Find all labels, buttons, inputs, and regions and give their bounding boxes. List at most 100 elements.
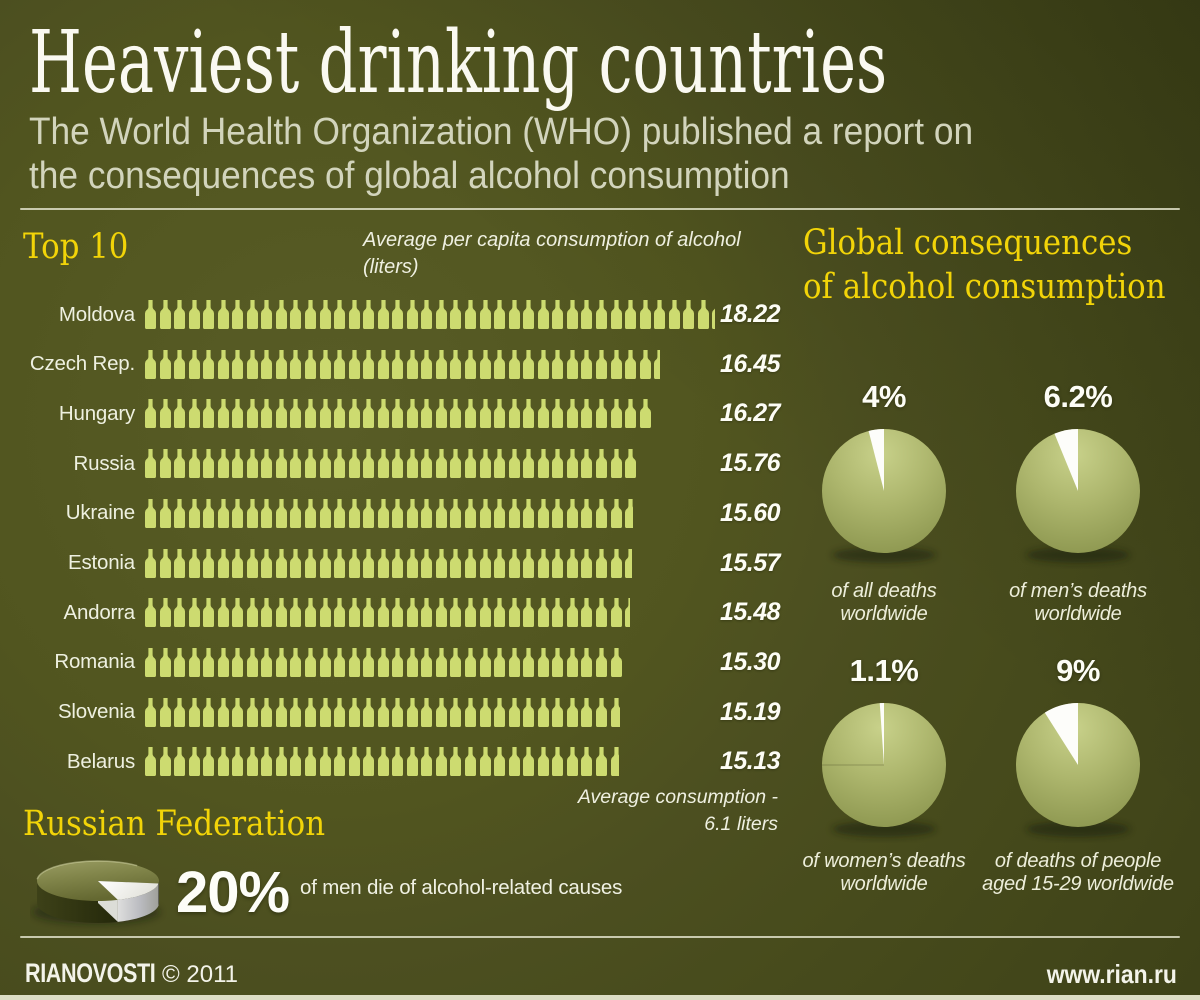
bottle-icon (275, 399, 287, 429)
bottle-icon (261, 747, 273, 777)
bottle-icon (363, 747, 375, 777)
bottle-icon (319, 697, 331, 727)
bottle-icon (625, 349, 637, 379)
pie3d-russia (30, 852, 205, 955)
bottle-icon (406, 697, 418, 727)
bottle-icon (421, 349, 433, 379)
bottle-icon (334, 399, 346, 429)
bottle-icon (421, 449, 433, 479)
bottle-icon (537, 349, 549, 379)
bottle-icon (552, 647, 564, 677)
bottle-icon (566, 647, 578, 677)
bottle-icon (610, 697, 621, 727)
bottle-icon (290, 548, 302, 578)
bottle-icon (305, 449, 317, 479)
bottle-icon (203, 647, 215, 677)
bar-row-czech-rep-: Czech Rep. 16.45 (0, 349, 800, 379)
bottle-icon (450, 349, 462, 379)
bottle-icon (595, 449, 607, 479)
bottle-icon (232, 697, 244, 727)
bottle-icon (246, 399, 258, 429)
bottle-icon (552, 598, 564, 628)
bottle-icon (435, 548, 447, 578)
bottle-icon (595, 548, 607, 578)
bottle-icon (377, 449, 389, 479)
bottle-icon (581, 598, 593, 628)
bottle-icon (275, 449, 287, 479)
axis-note-line1: Average per capita consumption of alcoho… (363, 229, 741, 251)
bottle-icon (232, 647, 244, 677)
bottle-icon (348, 647, 360, 677)
bottle-icon (174, 449, 186, 479)
bottle-icon (479, 647, 491, 677)
bottle-icon (159, 598, 171, 628)
bottle-bar (145, 548, 633, 578)
bottle-icon (581, 300, 593, 329)
subtitle: The World Health Organization (WHO) publ… (29, 110, 973, 198)
bottle-icon (159, 697, 171, 727)
pie-icon (1016, 703, 1140, 837)
bottle-icon (406, 498, 418, 528)
country-label: Estonia (68, 551, 135, 574)
bottle-icon (275, 647, 287, 677)
bottle-icon (217, 697, 229, 727)
bottle-icon (581, 697, 593, 727)
bottle-icon (305, 548, 317, 578)
bottle-icon (523, 300, 535, 329)
bottle-icon (610, 498, 622, 528)
bottle-icon (348, 747, 360, 777)
pie-percent-label: 4% (862, 379, 906, 414)
bottle-icon (377, 399, 389, 429)
bottle-icon (246, 349, 258, 379)
bottle-icon (610, 399, 622, 429)
bottle-icon (377, 349, 389, 379)
bottle-icon (508, 647, 520, 677)
bottle-icon (334, 300, 346, 329)
bottle-icon (625, 449, 637, 479)
bottle-icon (319, 498, 331, 528)
value-label: 15.30 (720, 647, 781, 676)
bottle-icon (392, 647, 404, 677)
country-label: Ukraine (65, 501, 135, 525)
bottle-icon (479, 598, 491, 628)
bottle-icon (668, 300, 680, 329)
bottle-icon (508, 598, 520, 628)
bottle-icon (581, 349, 593, 379)
bottle-icon (523, 647, 535, 677)
bottle-icon (348, 598, 360, 628)
bottle-icon (174, 598, 186, 628)
bottle-icon (348, 548, 360, 578)
bottle-icon (406, 647, 418, 677)
bottle-icon (203, 747, 215, 777)
bottle-icon (334, 747, 346, 777)
bottle-icon (217, 647, 229, 677)
bottle-icon (552, 697, 564, 727)
bottle-icon (145, 697, 156, 727)
bottle-icon (188, 647, 200, 677)
bottle-icon (145, 598, 156, 628)
bottle-icon (392, 548, 404, 578)
consequence-pie-1-1pct: 1.1% of women’s deaths worldwide (774, 653, 994, 895)
bar-row-slovenia: Slovenia 15.19 (0, 697, 800, 727)
bottle-icon (435, 647, 447, 677)
bottle-icon (683, 300, 695, 329)
bottle-icon (363, 449, 375, 479)
consequence-pie-9pct: 9% of deaths of people aged 15-29 worldwid… (968, 653, 1188, 895)
bottle-icon (217, 449, 229, 479)
bottle-icon (159, 747, 171, 777)
value-label: 15.57 (720, 548, 781, 577)
bottle-icon (232, 498, 244, 528)
bottle-icon (421, 747, 433, 777)
bottle-icon (217, 300, 229, 329)
bottle-icon (348, 349, 360, 379)
bottle-icon (246, 548, 258, 578)
bottle-icon (406, 399, 418, 429)
bottle-icon (610, 548, 622, 578)
bottle-icon (392, 498, 404, 528)
bottle-icon (508, 300, 520, 329)
bottle-icon (319, 449, 331, 479)
bottle-icon (188, 747, 200, 777)
bottle-icon (566, 548, 578, 578)
bottle-icon (625, 498, 634, 528)
